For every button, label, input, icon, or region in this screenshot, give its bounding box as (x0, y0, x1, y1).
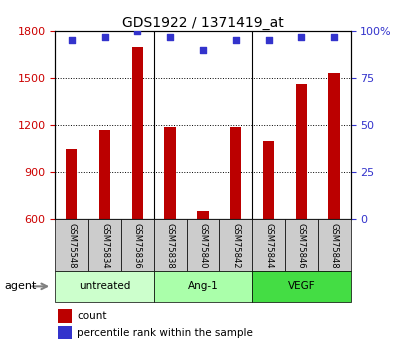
Bar (58, 309, 72, 323)
Bar (131, 47, 143, 219)
Point (68, 38, 75, 43)
FancyBboxPatch shape (186, 219, 219, 271)
Bar (99, 130, 110, 219)
Point (297, 34, 304, 39)
Point (232, 38, 238, 43)
Text: agent: agent (4, 282, 36, 291)
Text: VEGF: VEGF (287, 282, 315, 291)
FancyBboxPatch shape (284, 219, 317, 271)
Text: GSM75834: GSM75834 (100, 223, 109, 269)
Point (330, 34, 337, 39)
FancyBboxPatch shape (153, 271, 252, 302)
FancyBboxPatch shape (317, 219, 350, 271)
Bar (58, 326, 72, 339)
Point (166, 34, 173, 39)
Text: percentile rank within the sample: percentile rank within the sample (77, 328, 253, 337)
Bar (66, 149, 77, 219)
Text: GSM75838: GSM75838 (165, 223, 174, 269)
Point (265, 38, 271, 43)
FancyBboxPatch shape (252, 219, 284, 271)
Point (101, 34, 108, 39)
Bar (197, 211, 208, 219)
Text: untreated: untreated (79, 282, 130, 291)
Text: GSM75840: GSM75840 (198, 223, 207, 269)
Text: GSM75846: GSM75846 (296, 223, 305, 269)
Bar (164, 127, 175, 219)
FancyBboxPatch shape (219, 219, 252, 271)
Point (134, 28, 140, 34)
FancyBboxPatch shape (153, 219, 186, 271)
Text: GSM75848: GSM75848 (329, 223, 338, 269)
FancyBboxPatch shape (121, 219, 153, 271)
FancyBboxPatch shape (55, 271, 153, 302)
Text: GSM75836: GSM75836 (133, 223, 142, 269)
Text: GSM75842: GSM75842 (231, 223, 240, 269)
Text: GSM75844: GSM75844 (263, 223, 272, 269)
FancyBboxPatch shape (252, 271, 350, 302)
Text: Ang-1: Ang-1 (187, 282, 218, 291)
Text: count: count (77, 312, 107, 321)
Bar (328, 73, 339, 219)
Bar (262, 141, 274, 219)
Point (199, 47, 206, 53)
Text: GSM75548: GSM75548 (67, 223, 76, 269)
Bar (295, 84, 306, 219)
Bar (229, 127, 241, 219)
FancyBboxPatch shape (88, 219, 121, 271)
Title: GDS1922 / 1371419_at: GDS1922 / 1371419_at (122, 16, 283, 30)
FancyBboxPatch shape (55, 219, 88, 271)
